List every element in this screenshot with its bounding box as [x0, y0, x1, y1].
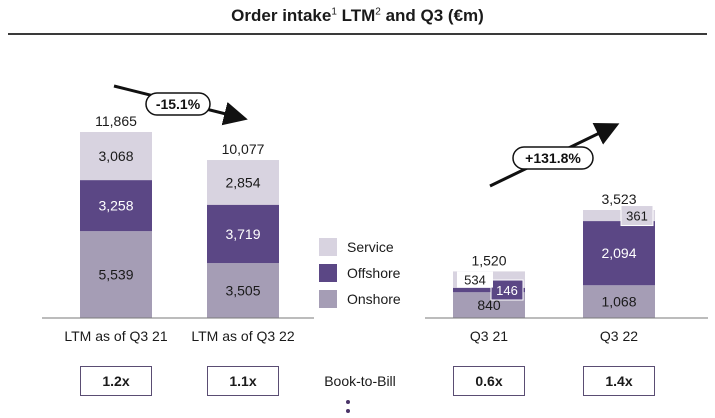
value-label-onshore-q3-22: 1,068: [601, 294, 636, 310]
bar-segment-offshore-q3-22: [583, 221, 655, 286]
value-label-offshore-ltm-as-of-q3-22: 3,719: [225, 226, 260, 242]
bar-segment-offshore-ltm-as-of-q3-22: [207, 204, 279, 264]
category-label-q3-22: Q3 22: [600, 328, 638, 344]
title-footnote-2: 2: [375, 6, 381, 18]
book-to-bill-label: Book-to-Bill: [324, 373, 396, 389]
more-indicator-icon: [346, 400, 350, 414]
legend-swatch-onshore: [319, 290, 337, 308]
bar-segment-onshore-ltm-as-of-q3-21: [80, 231, 152, 318]
callout-box-service-q3-22: [620, 205, 654, 227]
value-label-offshore-q3-22: 2,094: [601, 245, 636, 261]
book-to-bill-q3-22: 1.4x: [583, 366, 655, 396]
value-label-onshore-ltm-as-of-q3-22: 3,505: [225, 283, 260, 299]
bar-segment-offshore-ltm-as-of-q3-21: [80, 180, 152, 232]
change-label-2: +131.8%: [525, 150, 581, 166]
change-pill-1: [145, 92, 211, 116]
book-to-bill-ltm-q3-21: 1.2x: [80, 366, 152, 396]
value-label-service-ltm-as-of-q3-22: 2,854: [225, 174, 260, 190]
total-label-q3-21: 1,520: [471, 252, 506, 268]
bar-segment-service-ltm-as-of-q3-22: [207, 160, 279, 205]
label-bg-service-q3-21: [457, 271, 493, 288]
legend-label-offshore: Offshore: [347, 265, 401, 281]
change-label-1: -15.1%: [156, 96, 201, 112]
bar-segment-service-q3-22: [583, 210, 655, 222]
title-footnote-1: 1: [331, 6, 337, 18]
total-label-ltm-as-of-q3-22: 10,077: [222, 141, 265, 157]
category-label-q3-21: Q3 21: [470, 328, 508, 344]
legend-swatch-offshore: [319, 264, 337, 282]
category-label-ltm-as-of-q3-22: LTM as of Q3 22: [191, 328, 294, 344]
book-to-bill-ltm-q3-22: 1.1x: [207, 366, 279, 396]
legend-label-service: Service: [347, 239, 394, 255]
legend-label-onshore: Onshore: [347, 291, 401, 307]
callout-box-offshore-q3-21: [490, 279, 524, 301]
value-label-service-q3-22: 361: [626, 209, 648, 224]
value-label-service-ltm-as-of-q3-21: 3,068: [98, 148, 133, 164]
change-pill-2: [512, 146, 594, 170]
value-label-offshore-q3-21: 146: [496, 283, 518, 298]
legend-swatch-service: [319, 238, 337, 256]
bar-segment-onshore-ltm-as-of-q3-22: [207, 263, 279, 318]
title-text-a: Order intake: [231, 6, 332, 25]
bar-segment-service-ltm-as-of-q3-21: [80, 132, 152, 181]
value-label-service-q3-21: 534: [464, 273, 486, 288]
book-to-bill-q3-21: 0.6x: [453, 366, 525, 396]
value-label-offshore-ltm-as-of-q3-21: 3,258: [98, 198, 133, 214]
value-label-onshore-ltm-as-of-q3-21: 5,539: [98, 267, 133, 283]
category-label-ltm-as-of-q3-21: LTM as of Q3 21: [64, 328, 167, 344]
chart-title: Order intake1 LTM2 and Q3 (€m): [0, 6, 715, 26]
bar-segment-offshore-q3-21: [453, 287, 525, 293]
value-label-onshore-q3-21: 840: [477, 297, 501, 313]
bar-segment-onshore-q3-22: [583, 285, 655, 318]
title-text-c: and Q3 (€m): [380, 6, 484, 25]
total-label-q3-22: 3,523: [601, 191, 636, 207]
total-label-ltm-as-of-q3-21: 11,865: [95, 113, 137, 129]
title-text-b: LTM: [336, 6, 376, 25]
title-rule: [8, 33, 707, 35]
